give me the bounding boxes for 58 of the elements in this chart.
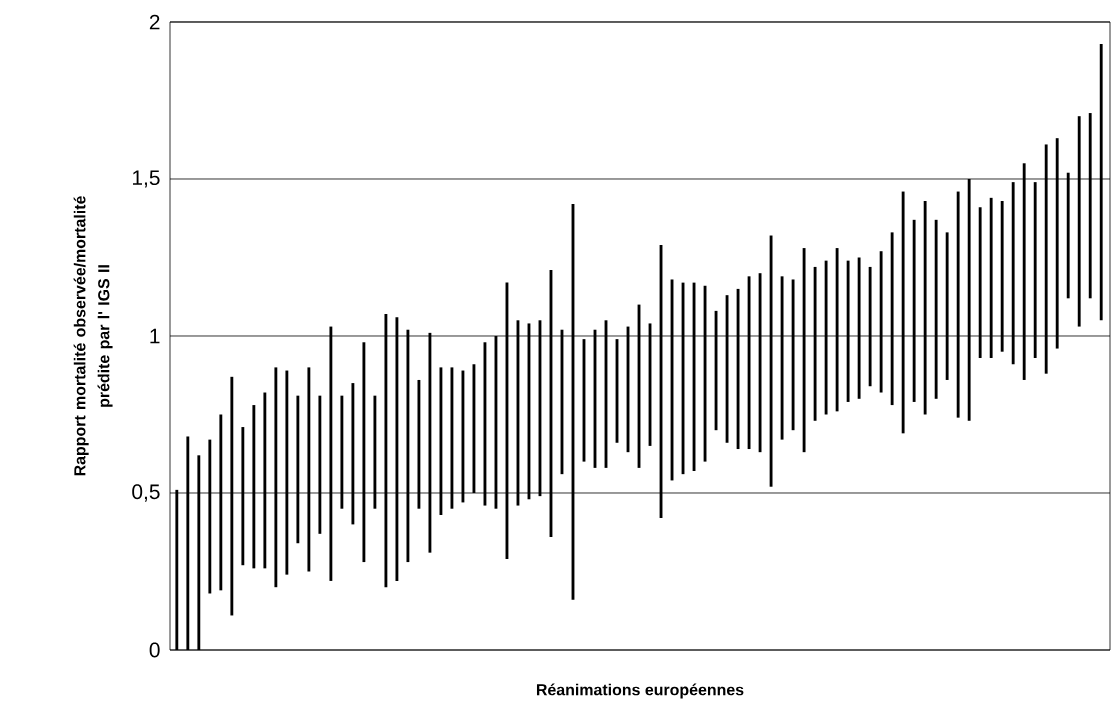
y-tick-label: 0,5 bbox=[132, 484, 160, 502]
bar bbox=[890, 232, 894, 406]
bar bbox=[1033, 182, 1037, 358]
bar bbox=[219, 414, 223, 591]
bar bbox=[1044, 144, 1048, 374]
bar bbox=[362, 342, 366, 563]
y-tick-label: 1,5 bbox=[132, 170, 160, 188]
bar bbox=[813, 266, 817, 421]
bar bbox=[989, 197, 993, 358]
bar bbox=[835, 248, 839, 412]
bar bbox=[769, 235, 773, 487]
bar bbox=[945, 232, 949, 380]
bar bbox=[417, 379, 421, 509]
bar bbox=[1000, 200, 1004, 352]
bar bbox=[1011, 182, 1015, 365]
y-tick-label: 0 bbox=[149, 642, 160, 658]
bar bbox=[846, 260, 850, 402]
bar bbox=[1022, 163, 1026, 380]
bar bbox=[1088, 113, 1092, 299]
bar bbox=[395, 317, 399, 581]
bar bbox=[956, 191, 960, 418]
bar bbox=[912, 219, 916, 402]
bar bbox=[923, 200, 927, 415]
bar bbox=[373, 395, 377, 509]
bar bbox=[241, 427, 245, 566]
bar bbox=[967, 179, 971, 421]
bar bbox=[824, 260, 828, 415]
bar bbox=[208, 439, 212, 594]
bar bbox=[780, 276, 784, 440]
bar bbox=[901, 191, 905, 434]
bar bbox=[978, 207, 982, 358]
bar bbox=[351, 383, 355, 525]
bar bbox=[1066, 172, 1070, 299]
bar bbox=[791, 279, 795, 431]
bar bbox=[879, 251, 883, 393]
bar bbox=[934, 219, 938, 399]
bar bbox=[1077, 116, 1081, 327]
bar bbox=[252, 405, 256, 569]
bar bbox=[263, 392, 267, 569]
bar bbox=[296, 395, 300, 544]
bar bbox=[406, 329, 410, 563]
bar bbox=[340, 395, 344, 509]
bar bbox=[329, 326, 333, 581]
y-axis-title: Rapport mortalité observée/mortalité prédite par l' IGS II bbox=[73, 196, 113, 476]
y-tick-label: 2 bbox=[149, 14, 160, 30]
bar bbox=[307, 367, 311, 572]
bar bbox=[857, 257, 861, 399]
bar bbox=[285, 370, 289, 575]
bar bbox=[384, 314, 388, 588]
bar bbox=[274, 367, 278, 588]
bar bbox=[802, 248, 806, 453]
bar bbox=[868, 266, 872, 387]
bar bbox=[1099, 43, 1103, 321]
bar bbox=[230, 376, 234, 616]
x-axis-title: Réanimations européennes bbox=[536, 683, 744, 699]
bar bbox=[318, 395, 322, 534]
y-tick-label: 1 bbox=[150, 328, 160, 344]
bar bbox=[1055, 138, 1059, 349]
